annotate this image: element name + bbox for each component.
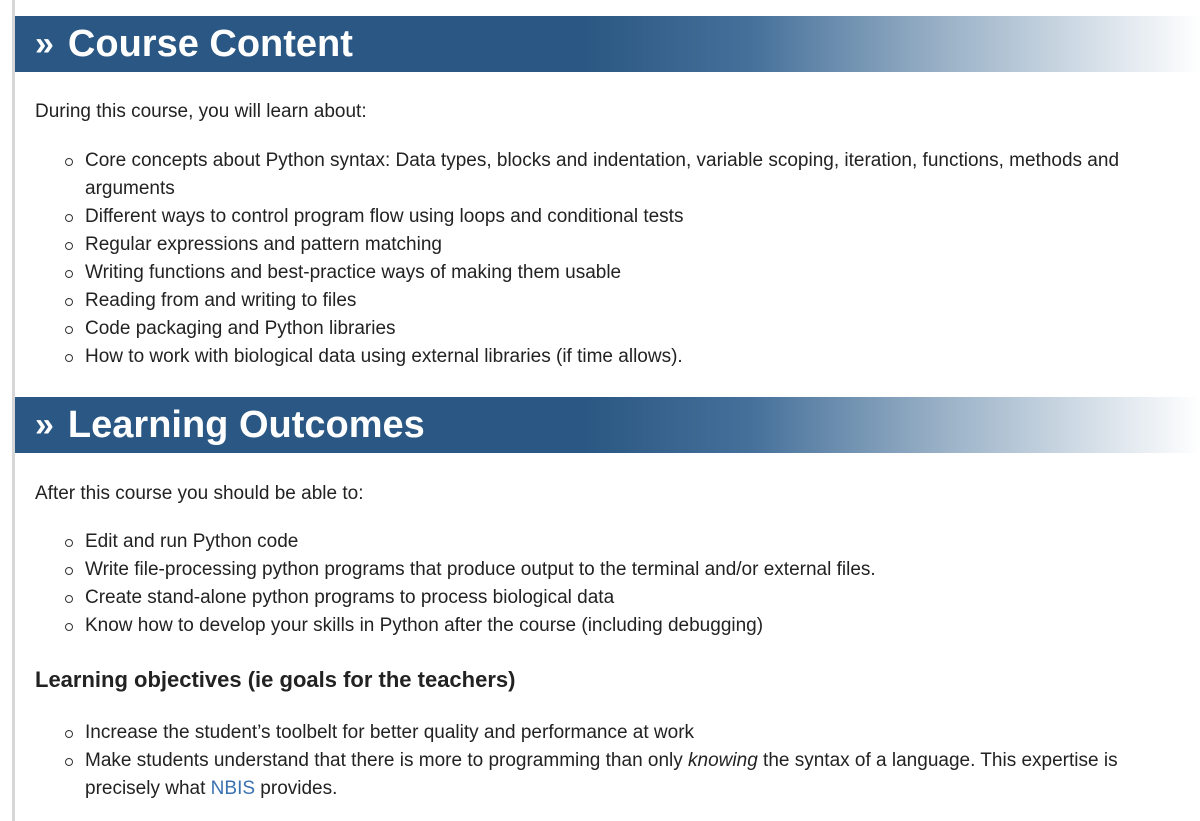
list-item: Regular expressions and pattern matching (65, 231, 1185, 259)
list-item: Code packaging and Python libraries (65, 315, 1185, 343)
raquo-icon: » (35, 406, 54, 444)
objective-text-mid: the syntax of a language. This expertise… (85, 750, 1118, 799)
list-item: Core concepts about Python syntax: Data … (65, 147, 1185, 203)
learning-objectives-list: Increase the student’s toolbelt for bett… (65, 719, 1185, 803)
objective-text-post: provides. (255, 778, 338, 799)
course-content-list: Core concepts about Python syntax: Data … (65, 147, 1185, 371)
list-item: Edit and run Python code (65, 528, 1185, 556)
learning-outcomes-header: » Learning Outcomes (15, 397, 1200, 453)
learning-outcomes-intro: After this course you should be able to: (35, 483, 364, 504)
course-content-header: » Course Content (15, 16, 1200, 72)
list-item: Increase the student’s toolbelt for bett… (65, 719, 1185, 747)
learning-outcomes-title: Learning Outcomes (67, 404, 425, 446)
learning-outcomes-list: Edit and run Python code Write file-proc… (65, 528, 1185, 640)
list-item: Writing functions and best-practice ways… (65, 259, 1185, 287)
course-content-intro: During this course, you will learn about… (35, 101, 367, 122)
objective-emphasis: knowing (688, 750, 758, 771)
raquo-icon: » (35, 25, 54, 63)
course-content-title: Course Content (67, 23, 353, 65)
objective-text-pre: Make students understand that there is m… (85, 750, 689, 771)
list-item: Know how to develop your skills in Pytho… (65, 612, 1185, 640)
nbis-link[interactable]: NBIS (210, 778, 256, 799)
list-item: Write file-processing python programs th… (65, 556, 1185, 584)
learning-objectives-heading: Learning objectives (ie goals for the te… (35, 667, 516, 692)
list-item: Reading from and writing to files (65, 287, 1185, 315)
list-item: How to work with biological data using e… (65, 343, 1185, 371)
list-item: Different ways to control program flow u… (65, 203, 1185, 231)
list-item: Create stand-alone python programs to pr… (65, 584, 1185, 612)
list-item: Make students understand that there is m… (65, 747, 1185, 803)
page-left-border (12, 0, 15, 821)
